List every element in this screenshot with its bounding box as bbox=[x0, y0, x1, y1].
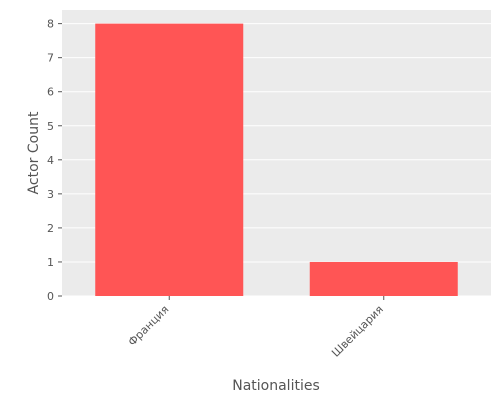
y-tick-label: 1 bbox=[47, 256, 54, 269]
y-tick-label: 4 bbox=[47, 154, 54, 167]
x-axis-title: Nationalities bbox=[232, 378, 320, 394]
y-axis-ticks: 0 1 2 3 4 5 6 7 8 bbox=[47, 18, 62, 303]
y-tick-label: 2 bbox=[47, 222, 54, 235]
bar-1 bbox=[95, 23, 244, 296]
y-axis-title: Actor Count bbox=[26, 111, 42, 194]
y-tick-label: 3 bbox=[47, 188, 54, 201]
x-tick-label: Швейцария bbox=[329, 303, 386, 360]
x-axis-ticks: Франция Швейцария bbox=[126, 296, 386, 360]
y-tick-label: 5 bbox=[47, 120, 54, 133]
bar-2 bbox=[309, 261, 458, 296]
bars bbox=[95, 23, 458, 296]
y-tick-label: 0 bbox=[47, 290, 54, 303]
y-tick-label: 7 bbox=[47, 52, 54, 65]
y-tick-label: 6 bbox=[47, 86, 54, 99]
x-tick-label: Франция bbox=[126, 303, 172, 349]
y-tick-label: 8 bbox=[47, 18, 54, 31]
